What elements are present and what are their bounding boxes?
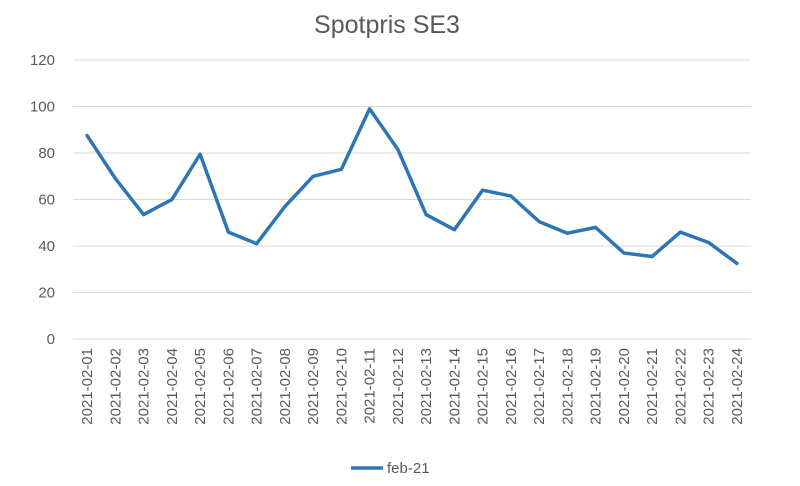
data-point xyxy=(339,167,343,171)
y-tick-label: 100 xyxy=(30,99,55,116)
y-tick-label: 40 xyxy=(38,238,55,255)
x-tick-label: 2021-02-18 xyxy=(559,348,576,425)
x-tick-label: 2021-02-20 xyxy=(616,348,633,425)
x-tick-label: 2021-02-05 xyxy=(192,348,209,425)
x-tick-label: 2021-02-01 xyxy=(79,348,96,425)
data-point xyxy=(283,204,287,208)
grid-lines xyxy=(73,59,751,340)
series-group xyxy=(85,107,739,266)
legend: feb-21 xyxy=(351,460,430,477)
data-point xyxy=(226,230,230,234)
x-tick-label: 2021-02-21 xyxy=(644,348,661,425)
data-point xyxy=(113,177,117,181)
data-point xyxy=(509,194,513,198)
x-tick-label: 2021-02-12 xyxy=(390,348,407,425)
y-tick-label: 60 xyxy=(38,192,55,209)
y-axis-ticks: 0 20 40 60 80 100 120 xyxy=(30,52,55,348)
chart-title: Spotpris SE3 xyxy=(314,11,460,39)
y-tick-label: 20 xyxy=(38,285,55,302)
y-tick-label: 120 xyxy=(30,52,55,69)
data-point xyxy=(368,107,372,111)
x-tick-label: 2021-02-09 xyxy=(305,348,322,425)
x-tick-label: 2021-02-24 xyxy=(729,348,746,425)
x-tick-label: 2021-02-02 xyxy=(107,348,124,425)
data-point xyxy=(650,254,654,258)
x-tick-label: 2021-02-19 xyxy=(588,348,605,425)
y-tick-label: 80 xyxy=(38,145,55,162)
data-point xyxy=(170,198,174,201)
x-tick-label: 2021-02-07 xyxy=(249,348,266,425)
data-point xyxy=(198,152,202,156)
data-point xyxy=(594,225,598,229)
data-point xyxy=(85,134,89,138)
data-point xyxy=(424,213,428,217)
y-tick-label: 0 xyxy=(47,331,55,348)
x-tick-label: 2021-02-22 xyxy=(672,348,689,425)
x-axis-ticks: 2021-02-01 2021-02-02 2021-02-03 2021-02-04… xyxy=(79,348,746,425)
data-point xyxy=(311,174,315,178)
data-point xyxy=(565,231,569,235)
data-point xyxy=(678,230,682,234)
x-tick-label: 2021-02-23 xyxy=(701,348,718,425)
data-point xyxy=(142,213,146,217)
x-tick-label: 2021-02-13 xyxy=(418,348,435,425)
data-point xyxy=(396,148,400,152)
x-tick-label: 2021-02-06 xyxy=(220,348,237,425)
data-point xyxy=(537,220,541,224)
x-tick-label: 2021-02-15 xyxy=(475,348,492,425)
series-line-0 xyxy=(85,107,739,266)
x-tick-label: 2021-02-08 xyxy=(277,348,294,425)
x-tick-label: 2021-02-16 xyxy=(503,348,520,425)
x-tick-label: 2021-02-04 xyxy=(164,348,181,425)
data-point xyxy=(735,261,739,265)
x-tick-label: 2021-02-10 xyxy=(333,348,350,425)
x-tick-label: 2021-02-11 xyxy=(362,348,379,424)
x-tick-label: 2021-02-03 xyxy=(136,348,153,425)
x-tick-label: 2021-02-14 xyxy=(446,348,463,425)
data-point xyxy=(622,251,626,255)
x-tick-label: 2021-02-17 xyxy=(531,348,548,425)
data-point xyxy=(707,241,711,245)
legend-label: feb-21 xyxy=(387,460,430,477)
data-point xyxy=(481,188,485,192)
data-point xyxy=(255,242,259,246)
data-point xyxy=(452,228,456,232)
